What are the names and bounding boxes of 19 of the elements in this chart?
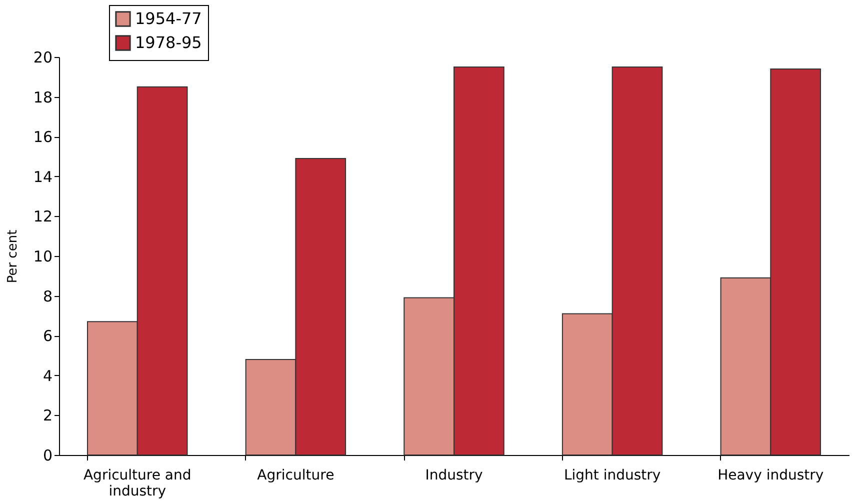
y-tick-label: 2 bbox=[42, 406, 52, 425]
x-tick-label: Agriculture and industry bbox=[83, 468, 192, 500]
y-tick-label: 10 bbox=[33, 248, 52, 266]
y-tick-label: 12 bbox=[33, 208, 52, 226]
y-tick-label: 6 bbox=[42, 327, 52, 346]
y-tick-label: 18 bbox=[33, 88, 52, 106]
y-tick-label: 8 bbox=[42, 287, 52, 306]
legend-label: 1978-95 bbox=[135, 33, 202, 52]
y-tick-label: 20 bbox=[33, 48, 52, 66]
y-tick-label: 14 bbox=[33, 168, 52, 186]
x-tick-label: Agriculture bbox=[257, 468, 334, 484]
x-tick-label: Industry bbox=[425, 468, 483, 484]
y-axis-title: Per cent bbox=[5, 230, 20, 284]
y-tick-label: 16 bbox=[33, 128, 52, 146]
y-tick-label: 4 bbox=[42, 366, 52, 385]
legend-label: 1954-77 bbox=[135, 9, 202, 28]
x-tick-label: Light industry bbox=[564, 468, 661, 484]
y-tick-label: 0 bbox=[42, 446, 52, 464]
x-tick-label: Heavy industry bbox=[718, 468, 824, 484]
